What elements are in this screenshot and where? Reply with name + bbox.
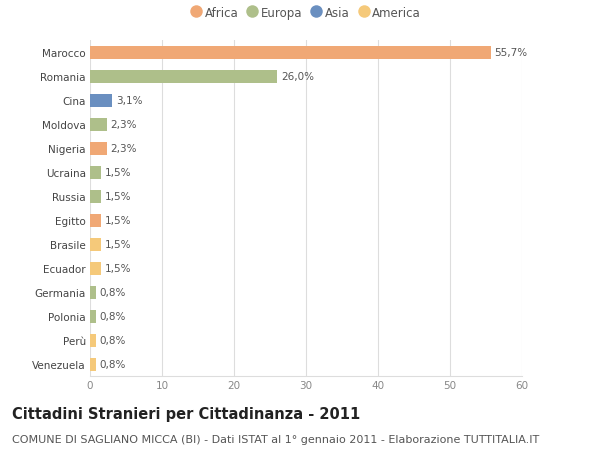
Bar [90, 214, 101, 227]
Bar [90, 142, 107, 156]
Text: 26,0%: 26,0% [281, 72, 314, 82]
Text: 55,7%: 55,7% [494, 48, 528, 58]
Legend: Africa, Europa, Asia, America: Africa, Europa, Asia, America [191, 7, 421, 20]
Text: 0,8%: 0,8% [100, 288, 126, 297]
Text: 0,8%: 0,8% [100, 336, 126, 346]
Bar [90, 118, 107, 132]
Text: 1,5%: 1,5% [104, 192, 131, 202]
Text: 1,5%: 1,5% [104, 263, 131, 274]
Bar [90, 286, 96, 299]
Text: 0,8%: 0,8% [100, 312, 126, 322]
Text: 0,8%: 0,8% [100, 359, 126, 369]
Bar [90, 334, 96, 347]
Text: 3,1%: 3,1% [116, 96, 142, 106]
Text: 1,5%: 1,5% [104, 168, 131, 178]
Bar [90, 310, 96, 323]
Bar [90, 71, 277, 84]
Bar [90, 190, 101, 203]
Text: 1,5%: 1,5% [104, 216, 131, 226]
Bar [90, 238, 101, 252]
Bar [90, 262, 101, 275]
Bar [90, 166, 101, 179]
Bar [90, 358, 96, 371]
Bar [90, 95, 112, 108]
Bar [90, 47, 491, 60]
Text: 1,5%: 1,5% [104, 240, 131, 250]
Text: COMUNE DI SAGLIANO MICCA (BI) - Dati ISTAT al 1° gennaio 2011 - Elaborazione TUT: COMUNE DI SAGLIANO MICCA (BI) - Dati IST… [12, 434, 539, 444]
Text: Cittadini Stranieri per Cittadinanza - 2011: Cittadini Stranieri per Cittadinanza - 2… [12, 406, 360, 421]
Text: 2,3%: 2,3% [110, 144, 137, 154]
Text: 2,3%: 2,3% [110, 120, 137, 130]
